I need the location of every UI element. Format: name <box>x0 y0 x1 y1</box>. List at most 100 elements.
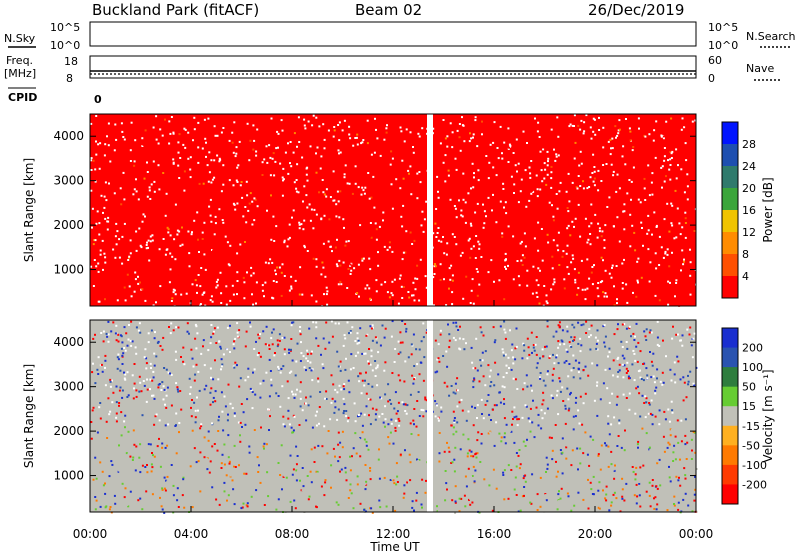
velocity-cell <box>322 367 325 370</box>
power-cell <box>188 252 191 255</box>
power-cell <box>461 251 464 254</box>
power-cell <box>263 288 266 291</box>
velocity-cell <box>404 323 407 325</box>
velocity-cell <box>661 383 664 386</box>
power-cell <box>450 264 453 267</box>
velocity-cell <box>401 341 404 344</box>
velocity-cell <box>175 452 178 455</box>
velocity-cell <box>95 477 98 480</box>
power-cell <box>505 212 508 215</box>
velocity-cell <box>672 325 674 328</box>
velocity-cell <box>215 498 218 501</box>
velocity-cell <box>540 427 543 430</box>
power-cell <box>114 123 117 126</box>
power-cell <box>346 182 349 185</box>
velocity-cell <box>649 329 652 332</box>
velocity-cell <box>143 384 146 387</box>
velocity-cell <box>145 400 148 403</box>
velocity-cell <box>172 484 175 487</box>
power-cell <box>436 175 439 178</box>
velocity-cell <box>589 427 592 430</box>
velocity-cell <box>120 411 123 414</box>
power-cell <box>315 300 318 303</box>
velocity-cell <box>290 348 292 351</box>
velocity-cell <box>279 474 282 476</box>
power-cell <box>181 277 184 280</box>
velocity-cell <box>664 418 667 421</box>
velocity-cell <box>658 409 661 412</box>
velocity-cell <box>360 392 363 395</box>
velocity-cell <box>417 391 420 393</box>
velocity-cell <box>603 324 606 327</box>
power-cell <box>98 233 101 236</box>
velocity-cell <box>607 465 610 468</box>
power-cell <box>684 222 687 224</box>
power-cell <box>360 142 363 145</box>
velocity-cell <box>410 343 413 346</box>
velocity-cell <box>265 371 268 374</box>
velocity-cell <box>525 405 528 408</box>
velocity-cell <box>540 447 543 449</box>
velocity-cell <box>453 417 456 419</box>
velocity-cell <box>559 449 562 451</box>
power-cell <box>446 145 449 148</box>
velocity-cell <box>361 352 364 355</box>
power-cell <box>417 132 420 135</box>
velocity-cell <box>618 369 621 372</box>
velocity-cell <box>385 499 388 501</box>
velocity-cell <box>416 400 419 402</box>
velocity-cell <box>532 344 535 346</box>
power-cell <box>228 139 231 142</box>
power-cell <box>653 211 656 214</box>
velocity-cell <box>566 350 569 353</box>
velocity-cell <box>221 474 224 477</box>
velocity-cell <box>190 415 193 418</box>
power-cell <box>90 159 93 162</box>
velocity-cell <box>514 347 517 350</box>
velocity-cell <box>667 408 670 411</box>
velocity-cell <box>627 486 630 489</box>
velocity-cell <box>209 367 212 370</box>
velocity-cell <box>476 417 478 419</box>
power-cell <box>504 252 507 255</box>
velocity-cell <box>175 382 178 385</box>
power-cell <box>537 267 540 270</box>
velocity-cell <box>341 430 344 433</box>
velocity-cell <box>146 464 148 466</box>
power-cell <box>265 145 268 148</box>
velocity-cell <box>221 453 224 456</box>
power-cell <box>378 225 381 228</box>
velocity-cell <box>539 372 542 374</box>
velocity-cell <box>663 410 666 413</box>
velocity-cell <box>422 409 425 412</box>
velocity-colorbar-tick: 15 <box>742 400 756 413</box>
power-cell <box>375 279 378 282</box>
velocity-cell <box>330 486 332 489</box>
velocity-cell <box>613 416 616 419</box>
velocity-cell <box>211 422 213 425</box>
power-cell <box>92 285 95 287</box>
power-cell <box>610 147 612 150</box>
velocity-cell <box>611 466 614 469</box>
velocity-cell <box>564 450 567 453</box>
velocity-cell <box>687 374 689 377</box>
power-cell <box>197 121 200 124</box>
velocity-cell <box>337 365 340 368</box>
velocity-cell <box>516 424 519 427</box>
power-cell <box>591 266 594 268</box>
power-cell <box>348 182 351 185</box>
velocity-cell <box>553 362 556 365</box>
velocity-cell <box>448 333 451 336</box>
velocity-cell <box>638 481 641 483</box>
velocity-cell <box>242 502 245 505</box>
power-cell <box>357 186 360 189</box>
velocity-cell <box>161 442 164 445</box>
velocity-cell <box>471 361 474 364</box>
power-cell <box>169 132 172 135</box>
power-cell <box>310 208 313 211</box>
power-cell <box>582 132 585 135</box>
velocity-cell <box>118 389 121 392</box>
velocity-cell <box>625 341 628 343</box>
power-cell <box>134 139 137 142</box>
velocity-cell <box>493 404 496 407</box>
